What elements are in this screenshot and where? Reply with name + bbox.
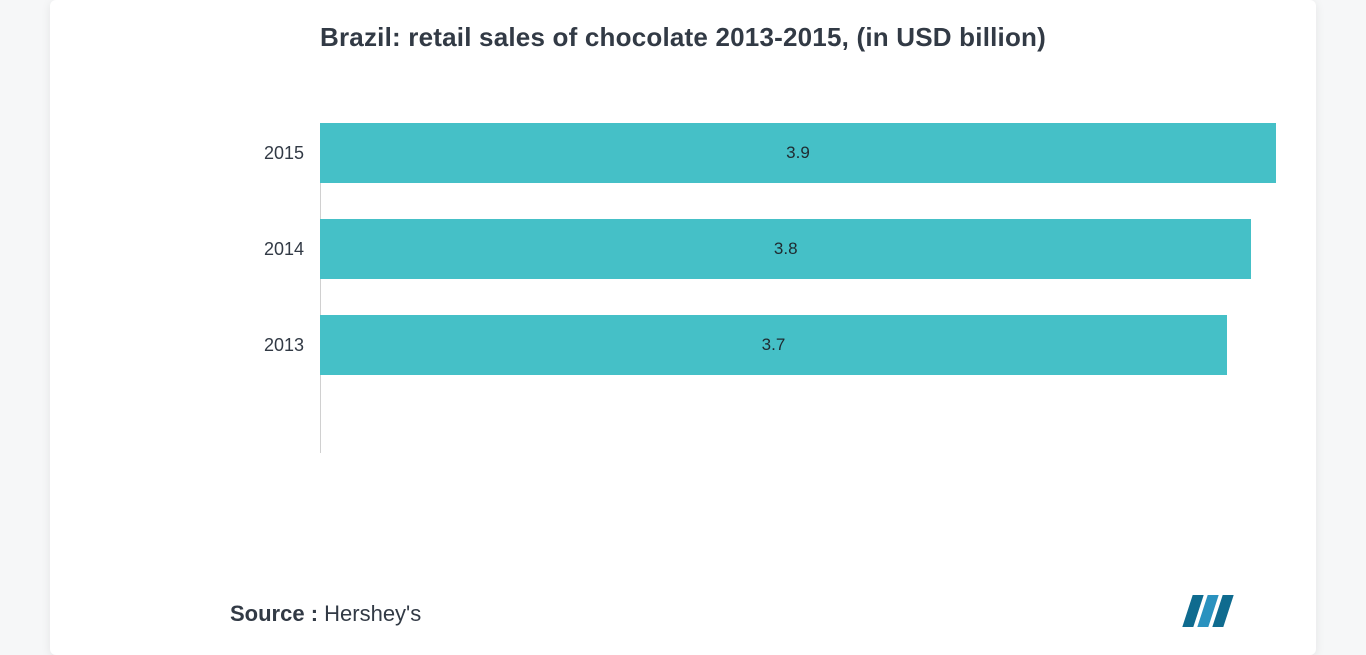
bar-value-label: 3.7 <box>762 335 786 355</box>
bar-track: 3.9 <box>320 123 1276 183</box>
y-axis-label: 2013 <box>90 335 320 356</box>
bar: 3.7 <box>320 315 1227 375</box>
brand-logo <box>1174 591 1246 631</box>
y-axis-label: 2015 <box>90 143 320 164</box>
logo-icon <box>1174 591 1246 631</box>
y-axis-label: 2014 <box>90 239 320 260</box>
chart-card: Brazil: retail sales of chocolate 2013-2… <box>50 0 1316 655</box>
bar-row: 2013 3.7 <box>90 315 1276 375</box>
bar-row: 2015 3.9 <box>90 123 1276 183</box>
bar: 3.9 <box>320 123 1276 183</box>
bar-value-label: 3.9 <box>786 143 810 163</box>
bar-track: 3.7 <box>320 315 1276 375</box>
bar-row: 2014 3.8 <box>90 219 1276 279</box>
source-value: Hershey's <box>324 601 421 626</box>
chart-title: Brazil: retail sales of chocolate 2013-2… <box>90 22 1276 53</box>
source-line: Source : Hershey's <box>230 601 421 627</box>
chart-plot-area: 2015 3.9 2014 3.8 2013 3.7 <box>90 123 1276 453</box>
bar-track: 3.8 <box>320 219 1276 279</box>
bar: 3.8 <box>320 219 1251 279</box>
bar-value-label: 3.8 <box>774 239 798 259</box>
source-label: Source : <box>230 601 324 626</box>
